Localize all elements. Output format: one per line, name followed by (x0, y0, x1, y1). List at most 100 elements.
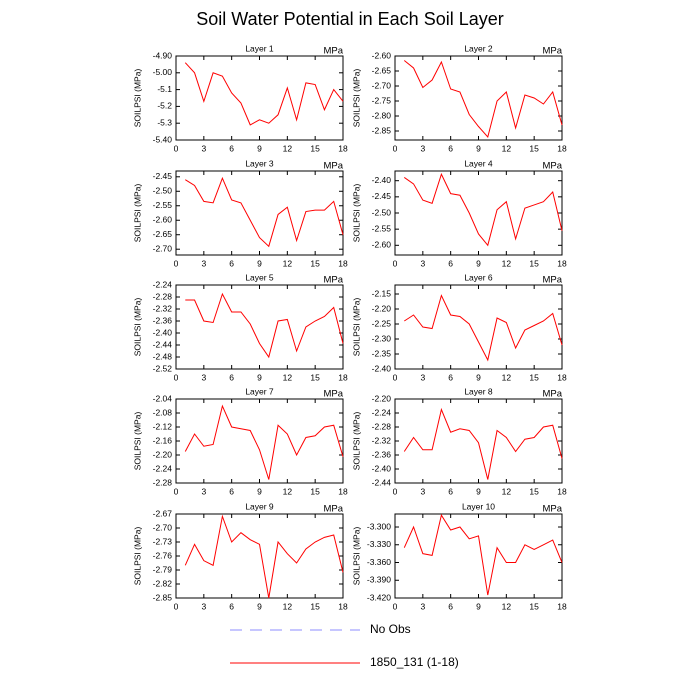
plot-frame (394, 513, 563, 599)
x-tick-label: 12 (283, 601, 293, 611)
x-tick-label: 15 (310, 486, 320, 496)
y-tick-label: -2.70 (153, 243, 173, 253)
y-tick-label: -2.85 (372, 125, 392, 135)
y-tick-label: -4.90 (153, 50, 173, 60)
y-tick-label: -2.32 (372, 435, 392, 445)
x-tick-label: 0 (393, 486, 398, 496)
units-label: MPa (323, 504, 343, 515)
data-line (403, 60, 563, 139)
x-tick-label: 9 (476, 143, 481, 153)
panel-title: Layer 3 (245, 158, 274, 168)
x-tick-label: 9 (476, 372, 481, 382)
legend-label: No Obs (370, 622, 411, 636)
x-tick-label: 12 (283, 258, 293, 268)
x-tick-label: 12 (502, 486, 512, 496)
y-axis-label: SOILPSI (MPa) (132, 69, 142, 128)
y-tick-label: -5.2 (157, 101, 172, 111)
x-tick-label: 0 (174, 372, 179, 382)
x-tick-label: 3 (420, 258, 425, 268)
y-tick-label: -2.40 (372, 463, 392, 473)
y-tick-label: -2.80 (372, 110, 392, 120)
y-tick-label: -2.35 (372, 348, 392, 358)
y-tick-label: -2.50 (372, 207, 392, 217)
x-tick-label: 15 (529, 601, 539, 611)
x-tick-label: 18 (557, 372, 567, 382)
y-tick-label: -2.45 (372, 191, 392, 201)
y-axis-label: SOILPSI (MPa) (132, 184, 142, 243)
x-tick-label: 3 (420, 372, 425, 382)
y-tick-label: -3.300 (367, 521, 391, 531)
data-line (403, 172, 563, 247)
y-axis-label: SOILPSI (MPa) (351, 184, 361, 243)
y-tick-label: -2.55 (372, 223, 392, 233)
x-tick-label: 0 (174, 601, 179, 611)
y-tick-label: -2.44 (372, 477, 392, 487)
x-tick-label: 18 (338, 258, 348, 268)
units-label: MPa (542, 389, 562, 400)
x-tick-label: 18 (338, 372, 348, 382)
x-tick-label: 18 (557, 601, 567, 611)
panel-title: Layer 6 (464, 272, 493, 282)
y-tick-label: -2.16 (153, 435, 173, 445)
y-tick-label: -2.85 (153, 592, 173, 602)
y-tick-label: -2.50 (153, 186, 173, 196)
y-tick-label: -2.40 (372, 363, 392, 373)
y-tick-label: -2.60 (153, 214, 173, 224)
y-tick-label: -2.65 (153, 229, 173, 239)
x-tick-label: 15 (310, 372, 320, 382)
y-tick-label: -2.55 (153, 200, 173, 210)
y-tick-label: -2.04 (153, 393, 173, 403)
plot-frame (175, 398, 344, 484)
x-tick-label: 15 (529, 372, 539, 382)
y-tick-label: -2.12 (153, 421, 173, 431)
y-tick-label: -2.73 (153, 536, 173, 546)
x-tick-label: 9 (476, 258, 481, 268)
y-tick-label: -2.15 (372, 288, 392, 298)
y-axis-label: SOILPSI (MPa) (351, 412, 361, 471)
y-tick-label: -2.28 (153, 477, 173, 487)
panel-title: Layer 2 (464, 43, 493, 53)
x-tick-label: 0 (174, 258, 179, 268)
x-tick-label: 12 (502, 258, 512, 268)
plot-frame (394, 284, 563, 370)
units-label: MPa (542, 161, 562, 172)
y-tick-label: -2.70 (153, 522, 173, 532)
x-tick-label: 18 (557, 143, 567, 153)
y-tick-label: -2.65 (372, 65, 392, 75)
x-tick-label: 9 (257, 258, 262, 268)
x-tick-label: 6 (229, 601, 234, 611)
y-tick-label: -2.48 (153, 351, 173, 361)
x-tick-label: 6 (448, 601, 453, 611)
panel-title: Layer 8 (464, 386, 493, 396)
y-tick-label: -2.30 (372, 333, 392, 343)
x-tick-label: 15 (529, 143, 539, 153)
x-tick-label: 18 (557, 258, 567, 268)
y-tick-label: -2.70 (372, 80, 392, 90)
panel-title: Layer 9 (245, 501, 274, 511)
panel-title: Layer 4 (464, 158, 493, 168)
x-tick-label: 9 (476, 601, 481, 611)
x-tick-label: 18 (338, 486, 348, 496)
data-line (403, 513, 563, 596)
x-tick-label: 12 (283, 486, 293, 496)
y-tick-label: -2.25 (372, 318, 392, 328)
y-tick-label: -2.20 (372, 303, 392, 313)
x-tick-label: 9 (257, 143, 262, 153)
x-tick-label: 3 (201, 601, 206, 611)
units-label: MPa (542, 504, 562, 515)
units-label: MPa (323, 46, 343, 57)
panel-title: Layer 7 (245, 386, 274, 396)
x-tick-label: 15 (310, 601, 320, 611)
x-tick-label: 3 (201, 372, 206, 382)
x-tick-label: 9 (476, 486, 481, 496)
plot-frame (175, 284, 344, 370)
x-tick-label: 3 (201, 486, 206, 496)
y-tick-label: -2.24 (153, 279, 173, 289)
y-tick-label: -2.28 (153, 291, 173, 301)
x-tick-label: 12 (283, 143, 293, 153)
x-tick-label: 15 (529, 486, 539, 496)
data-line (184, 62, 344, 126)
x-tick-label: 3 (201, 143, 206, 153)
y-tick-label: -2.44 (153, 339, 173, 349)
y-tick-label: -2.24 (372, 407, 392, 417)
